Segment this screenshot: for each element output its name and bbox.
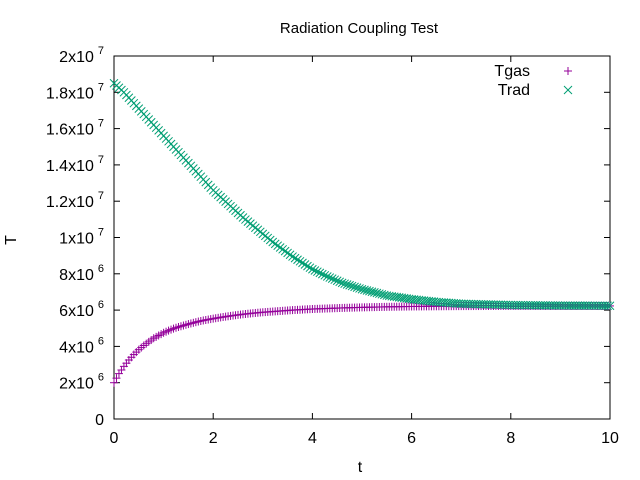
y-tick-label: 4x10 6: [59, 335, 104, 356]
data-point: [337, 278, 347, 288]
data-point: [372, 288, 382, 298]
data-point: [305, 263, 315, 273]
data-point: [310, 266, 320, 275]
y-tick-mantissa: 0: [95, 412, 104, 429]
legend: Tgas Trad: [494, 63, 573, 99]
y-tick-label: 1.4x10 7: [46, 154, 104, 175]
y-axis-label: T: [3, 235, 20, 245]
data-point: [330, 275, 340, 285]
data-point: [112, 374, 121, 383]
chart-title: Radiation Coupling Test: [280, 20, 439, 37]
data-point: [322, 272, 332, 281]
data-point: [298, 258, 307, 268]
data-point: [325, 273, 335, 282]
data-point: [365, 286, 374, 296]
y-tick-mantissa: 6x10: [59, 303, 94, 320]
data-point: [377, 289, 387, 299]
y-tick-exponent: 6: [98, 372, 104, 384]
legend-marker: [563, 85, 573, 95]
series-tgas: [110, 301, 614, 387]
data-point: [350, 282, 359, 292]
data-point: [340, 279, 349, 289]
y-tick-label: 1.6x10 7: [46, 118, 104, 139]
series-trad: [109, 78, 615, 311]
y-tick-mantissa: 8x10: [59, 267, 94, 284]
x-tick-label: 6: [407, 430, 416, 447]
data-point: [288, 252, 297, 261]
data-point: [357, 284, 367, 294]
data-point: [360, 285, 369, 295]
y-tick-label: 1x10 7: [59, 227, 104, 248]
x-tick-label: 4: [308, 430, 317, 447]
x-tick-label: 10: [601, 430, 619, 447]
x-tick-label: 2: [209, 430, 218, 447]
data-point: [110, 378, 118, 387]
y-tick-exponent: 6: [98, 335, 104, 347]
y-tick-mantissa: 1.8x10: [46, 85, 94, 102]
data-point: [315, 268, 325, 278]
y-tick-label: 0: [95, 412, 104, 429]
legend-label: Trad: [498, 82, 530, 99]
data-point: [313, 267, 322, 277]
y-tick-exponent: 6: [98, 263, 104, 275]
y-tick-exponent: 7: [98, 45, 104, 57]
data-point: [362, 286, 372, 295]
data-point: [293, 255, 302, 265]
y-tick-label: 2x10 6: [59, 372, 104, 393]
data-point: [352, 283, 362, 292]
data-point: [295, 256, 305, 266]
legend-label: Tgas: [494, 63, 530, 80]
y-tick-mantissa: 4x10: [59, 339, 94, 356]
y-tick-mantissa: 2x10: [59, 376, 94, 393]
x-tick-label: 0: [110, 430, 119, 447]
y-tick-label: 8x10 6: [59, 263, 104, 284]
data-point: [327, 274, 337, 283]
x-tick-label: 8: [506, 430, 515, 447]
data-point: [370, 288, 379, 297]
data-point: [335, 277, 345, 287]
y-tick-mantissa: 1.2x10: [46, 194, 94, 211]
y-tick-label: 6x10 6: [59, 299, 104, 320]
y-tick-mantissa: 1.4x10: [46, 158, 94, 175]
y-tick-label: 1.8x10 7: [46, 81, 104, 102]
y-tick-exponent: 6: [98, 299, 104, 311]
y-tick-exponent: 7: [98, 81, 104, 93]
data-point: [355, 284, 364, 293]
y-tick-exponent: 7: [98, 154, 104, 166]
plot-frame: [113, 55, 611, 420]
legend-marker: [564, 67, 572, 75]
data-point: [375, 289, 384, 299]
data-point: [605, 301, 615, 311]
data-point: [320, 270, 330, 280]
data-point: [347, 281, 357, 291]
y-tick-exponent: 7: [98, 190, 104, 202]
y-tick-mantissa: 1x10: [59, 231, 94, 248]
data-point: [342, 280, 352, 289]
data-point: [332, 276, 342, 286]
y-tick-mantissa: 2x10: [59, 49, 94, 66]
data-point: [345, 280, 354, 290]
y-tick-label: 1.2x10 7: [46, 190, 104, 211]
x-axis-label: t: [358, 459, 363, 476]
data-point: [290, 253, 300, 263]
y-tick-label: 2x10 7: [59, 45, 104, 66]
data-point: [367, 287, 377, 297]
y-ticks: 0 2x10 6 4x10 6 6x10 6 8x10 6 1x10 7 1.2x10 7 1.4x10 7…: [46, 45, 610, 429]
data-point: [300, 260, 310, 269]
series-layer: [109, 78, 615, 387]
x-ticks: 0 2 4 6 8 10: [110, 56, 619, 447]
y-tick-mantissa: 1.6x10: [46, 122, 94, 139]
y-tick-exponent: 7: [98, 227, 104, 239]
y-tick-exponent: 7: [98, 118, 104, 130]
data-point: [303, 261, 312, 271]
data-point: [308, 264, 317, 274]
data-point: [317, 269, 327, 279]
data-point: [603, 301, 612, 311]
